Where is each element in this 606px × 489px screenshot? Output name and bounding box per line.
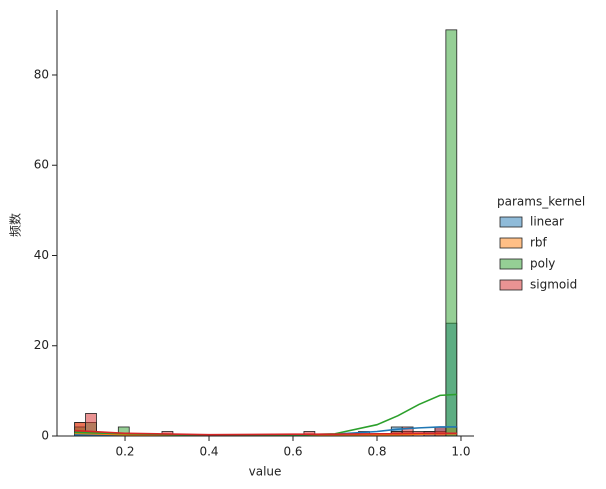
bar: [445, 29, 458, 437]
legend-label: poly: [530, 257, 555, 271]
x-tick-label: 1.0: [451, 445, 470, 459]
y-tick-label: 80: [34, 67, 49, 81]
x-axis-label: value: [249, 465, 282, 479]
y-axis-label: 频数: [8, 213, 23, 237]
legend-swatch: [499, 237, 523, 249]
legend-label: linear: [530, 215, 564, 229]
y-tick-label: 40: [34, 248, 49, 262]
legend-swatch: [499, 258, 523, 270]
kde-line: [74, 429, 457, 436]
legend-swatch: [499, 279, 523, 291]
y-tick-label: 20: [34, 338, 49, 352]
legend-title: params_kernel: [497, 195, 585, 209]
legend-swatch: [499, 216, 523, 228]
x-tick-label: 0.4: [199, 445, 218, 459]
x-tick-label: 0.2: [115, 445, 134, 459]
bar: [434, 426, 447, 437]
x-tick-label: 0.8: [367, 445, 386, 459]
x-tick-label: 0.6: [283, 445, 302, 459]
y-tick-label: 60: [34, 158, 49, 172]
y-tick-label: 0: [41, 429, 49, 443]
legend-label: sigmoid: [530, 278, 577, 292]
legend-label: rbf: [530, 236, 548, 250]
